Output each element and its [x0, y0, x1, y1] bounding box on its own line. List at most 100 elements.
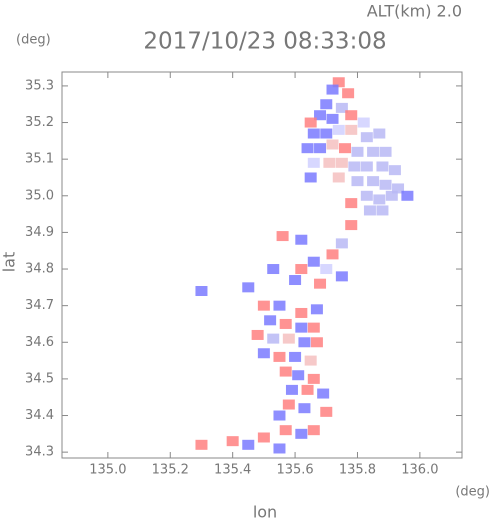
radar-cell	[388, 165, 401, 176]
radar-cell	[392, 183, 405, 194]
radar-cell	[335, 102, 348, 113]
y-tick-label: 35.0	[25, 188, 54, 203]
radar-cell	[323, 157, 336, 168]
radar-cell	[373, 128, 386, 139]
radar-cell	[320, 264, 333, 275]
radar-cell	[314, 278, 327, 289]
radar-cell	[282, 333, 295, 344]
radar-cell	[345, 124, 358, 135]
radar-cell	[195, 439, 208, 450]
y-tick-label: 34.3	[25, 445, 54, 460]
radar-cell	[385, 190, 398, 201]
radar-cell	[304, 172, 317, 183]
x-unit: (deg)	[455, 485, 490, 500]
radar-cell	[373, 194, 386, 205]
radar-cell	[363, 205, 376, 216]
radar-cell	[307, 256, 320, 267]
radar-cell	[376, 161, 389, 172]
radar-cell	[257, 348, 270, 359]
radar-cell	[345, 198, 358, 209]
radar-cell	[273, 351, 286, 362]
y-tick-label: 35.2	[25, 115, 54, 130]
radar-cell	[289, 275, 302, 286]
radar-cell	[279, 366, 292, 377]
x-axis-label: lon	[253, 503, 277, 521]
radar-cell	[301, 384, 314, 395]
radar-cell	[295, 322, 308, 333]
x-tick-label: 135.6	[276, 463, 313, 478]
y-tick-label: 35.3	[25, 78, 54, 93]
radar-cell	[295, 234, 308, 245]
radar-cell	[379, 146, 392, 157]
radar-cell	[295, 428, 308, 439]
radar-cell	[335, 157, 348, 168]
radar-cell	[307, 373, 320, 384]
x-tick-label: 135.8	[339, 463, 376, 478]
radar-cell	[273, 300, 286, 311]
radar-cell	[360, 132, 373, 143]
radar-cell	[273, 443, 286, 454]
radar-cell	[367, 176, 380, 187]
radar-cell	[295, 264, 308, 275]
radar-cell	[310, 337, 323, 348]
radar-cell	[320, 99, 333, 110]
y-tick-label: 34.7	[25, 298, 54, 313]
radar-cell	[335, 238, 348, 249]
radar-cell	[326, 139, 339, 150]
y-tick-label: 34.8	[25, 262, 54, 277]
radar-cell	[301, 143, 314, 154]
radar-cell	[267, 264, 280, 275]
radar-cell	[307, 322, 320, 333]
chart-title: 2017/10/23 08:33:08	[143, 29, 386, 55]
x-tick-label: 136.0	[401, 463, 438, 478]
radar-cell	[298, 337, 311, 348]
radar-cell	[317, 388, 330, 399]
radar-cell	[326, 249, 339, 260]
radar-cell	[351, 146, 364, 157]
radar-cell	[195, 286, 208, 297]
radar-cell	[376, 205, 389, 216]
radar-cell	[295, 307, 308, 318]
x-tick-label: 135.0	[89, 463, 126, 478]
radar-cell	[320, 406, 333, 417]
radar-cell	[367, 146, 380, 157]
radar-cell	[279, 425, 292, 436]
radar-cell	[289, 351, 302, 362]
radar-cell	[332, 124, 345, 135]
y-tick-label: 35.1	[25, 152, 54, 167]
radar-cell	[242, 282, 255, 293]
radar-cell	[357, 117, 370, 128]
radar-cell	[326, 84, 339, 95]
radar-cell	[226, 436, 239, 447]
radar-cell	[307, 425, 320, 436]
radar-cell	[298, 403, 311, 414]
radar-cell	[264, 315, 277, 326]
x-tick-label: 135.2	[152, 463, 189, 478]
radar-cell	[292, 370, 305, 381]
y-tick-label: 34.5	[25, 371, 54, 386]
y-tick-label: 34.6	[25, 335, 54, 350]
y-axis-label: lat	[0, 252, 19, 273]
y-tick-label: 34.4	[25, 408, 54, 423]
radar-cell	[314, 143, 327, 154]
radar-cell	[285, 384, 298, 395]
radar-cell	[348, 161, 361, 172]
radar-cell	[351, 176, 364, 187]
radar-cell	[342, 88, 355, 99]
radar-cell	[320, 128, 333, 139]
radar-cell	[276, 231, 289, 242]
x-tick-label: 135.4	[214, 463, 251, 478]
radar-cell	[379, 179, 392, 190]
chart-subtitle: ALT(km) 2.0	[367, 2, 462, 21]
radar-cell	[242, 439, 255, 450]
radar-cell	[282, 399, 295, 410]
y-tick-label: 34.9	[25, 225, 54, 240]
radar-cell	[304, 355, 317, 366]
y-unit: (deg)	[16, 33, 51, 48]
radar-cell	[307, 157, 320, 168]
radar-cell	[360, 190, 373, 201]
radar-cell	[345, 220, 358, 231]
radar-cell	[310, 304, 323, 315]
plot-frame	[61, 71, 463, 459]
